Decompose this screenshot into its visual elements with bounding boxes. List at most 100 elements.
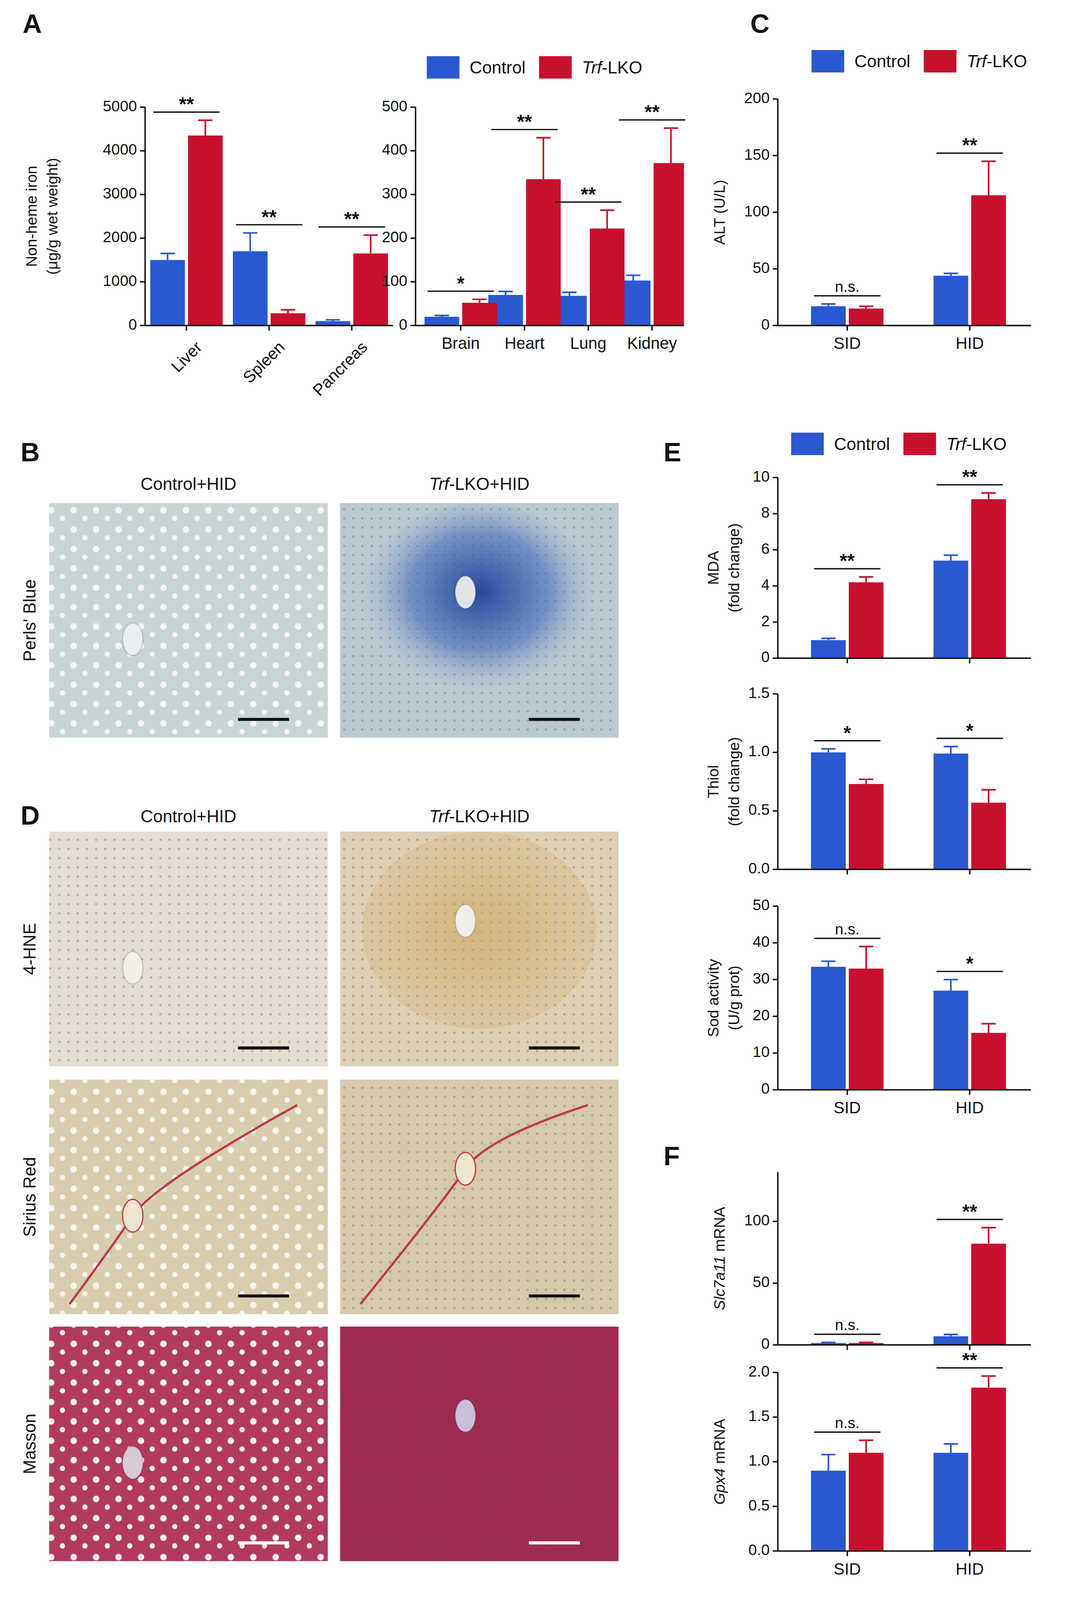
y-tick (772, 1282, 778, 1285)
y-tick-label: 6 (761, 540, 770, 558)
error-cap (943, 554, 958, 556)
x-axis (777, 1089, 1032, 1091)
y-tick (772, 1372, 778, 1374)
texture (49, 1079, 328, 1315)
plot-area (811, 946, 1007, 1091)
error-cap (198, 119, 213, 122)
significance-label: ** (344, 208, 360, 231)
y-tick-label: 1.0 (748, 1452, 770, 1469)
error-cap (280, 309, 296, 311)
error-bar (821, 1454, 836, 1471)
y-tick-label: 30 (752, 970, 771, 987)
column-title: Trf-LKO+HID (428, 806, 530, 826)
text-part: -LKO+HID (448, 474, 530, 494)
significance-label: ** (178, 93, 195, 116)
error-bar (325, 319, 341, 322)
error-stem (204, 120, 206, 136)
error-stem (606, 210, 608, 229)
panel-letter: C (750, 8, 770, 39)
plot-area (811, 1376, 1007, 1552)
legend-label: Control (834, 434, 890, 454)
significance-label: ** (580, 183, 596, 206)
error-bar (821, 638, 836, 641)
error-stem (987, 789, 990, 803)
error-cap (536, 136, 551, 139)
bar (971, 1032, 1007, 1091)
error-cap (625, 274, 641, 277)
error-cap (981, 789, 996, 791)
error-bar (363, 235, 378, 254)
x-tick-label: HID (955, 334, 984, 353)
y-tick (772, 155, 778, 157)
bar (150, 260, 185, 326)
bar (232, 251, 268, 326)
significance-label: ** (516, 110, 533, 133)
collagen (69, 1105, 298, 1305)
bar (848, 784, 884, 870)
bar-chart: 050100Slc7a11 mRNAn.s.** (711, 1172, 1032, 1353)
x-tick-label: Lung (570, 334, 607, 353)
error-cap (943, 745, 958, 748)
legend: Control Trf-LKO (811, 50, 1028, 73)
x-tick (968, 1090, 971, 1096)
y-tick (139, 150, 145, 152)
micrograph (49, 1079, 328, 1315)
bar (933, 990, 969, 1091)
error-bar (943, 979, 958, 991)
bar (424, 316, 460, 326)
y-tick (772, 810, 778, 812)
y-tick-label: 20 (752, 1006, 771, 1024)
legend-swatch (923, 50, 957, 73)
significance-label: ** (962, 1349, 978, 1372)
y-axis (414, 107, 417, 326)
scale-bar (237, 718, 290, 722)
error-cap (859, 576, 874, 578)
error-bar (198, 120, 213, 136)
error-bar (821, 961, 836, 967)
legend-label: Control (854, 51, 911, 71)
legend-swatch (791, 432, 824, 456)
italic-part: Trf (581, 57, 604, 77)
legend-label: Trf-LKO (966, 51, 1028, 71)
error-bar (663, 128, 679, 163)
y-tick (772, 1015, 778, 1018)
y-axis-label: MDA (704, 550, 722, 585)
texture (49, 831, 328, 1067)
y-tick-label: 4000 (102, 141, 137, 158)
y-tick (772, 979, 778, 981)
legend-swatch (903, 432, 937, 456)
vessel (455, 1152, 476, 1186)
y-tick-label: 1.0 (748, 742, 770, 760)
significance-label: ** (962, 466, 978, 488)
bar (462, 302, 497, 326)
x-tick-label: Brain (441, 334, 480, 353)
error-cap (562, 291, 577, 294)
tissue (339, 1326, 619, 1562)
x-axis (777, 868, 1032, 871)
y-axis-label: (fold change) (725, 737, 743, 827)
error-bar (859, 1342, 874, 1344)
error-cap (981, 1023, 996, 1025)
text-part: -LKO (601, 57, 643, 77)
plot-area (150, 120, 388, 326)
y-tick (772, 942, 778, 944)
y-tick-label: 0.0 (748, 1541, 770, 1559)
x-tick-label: Heart (504, 334, 545, 353)
x-tick (846, 325, 849, 331)
legend: ControlTrf-LKO (791, 432, 1007, 456)
legend-label: Control (469, 57, 526, 77)
micrograph (339, 1079, 619, 1315)
error-cap (821, 637, 836, 640)
micrograph (49, 831, 328, 1067)
error-cap (243, 232, 258, 234)
error-cap (821, 303, 836, 305)
texture (339, 831, 619, 1067)
error-bar (434, 315, 450, 317)
error-cap (859, 1439, 874, 1442)
y-axis-label: (fold change) (725, 523, 743, 613)
y-axis (777, 477, 779, 659)
significance-label: * (965, 720, 974, 742)
row-label: Perls' Blue (19, 579, 40, 662)
texture (49, 1326, 328, 1562)
y-tick (772, 1550, 778, 1553)
